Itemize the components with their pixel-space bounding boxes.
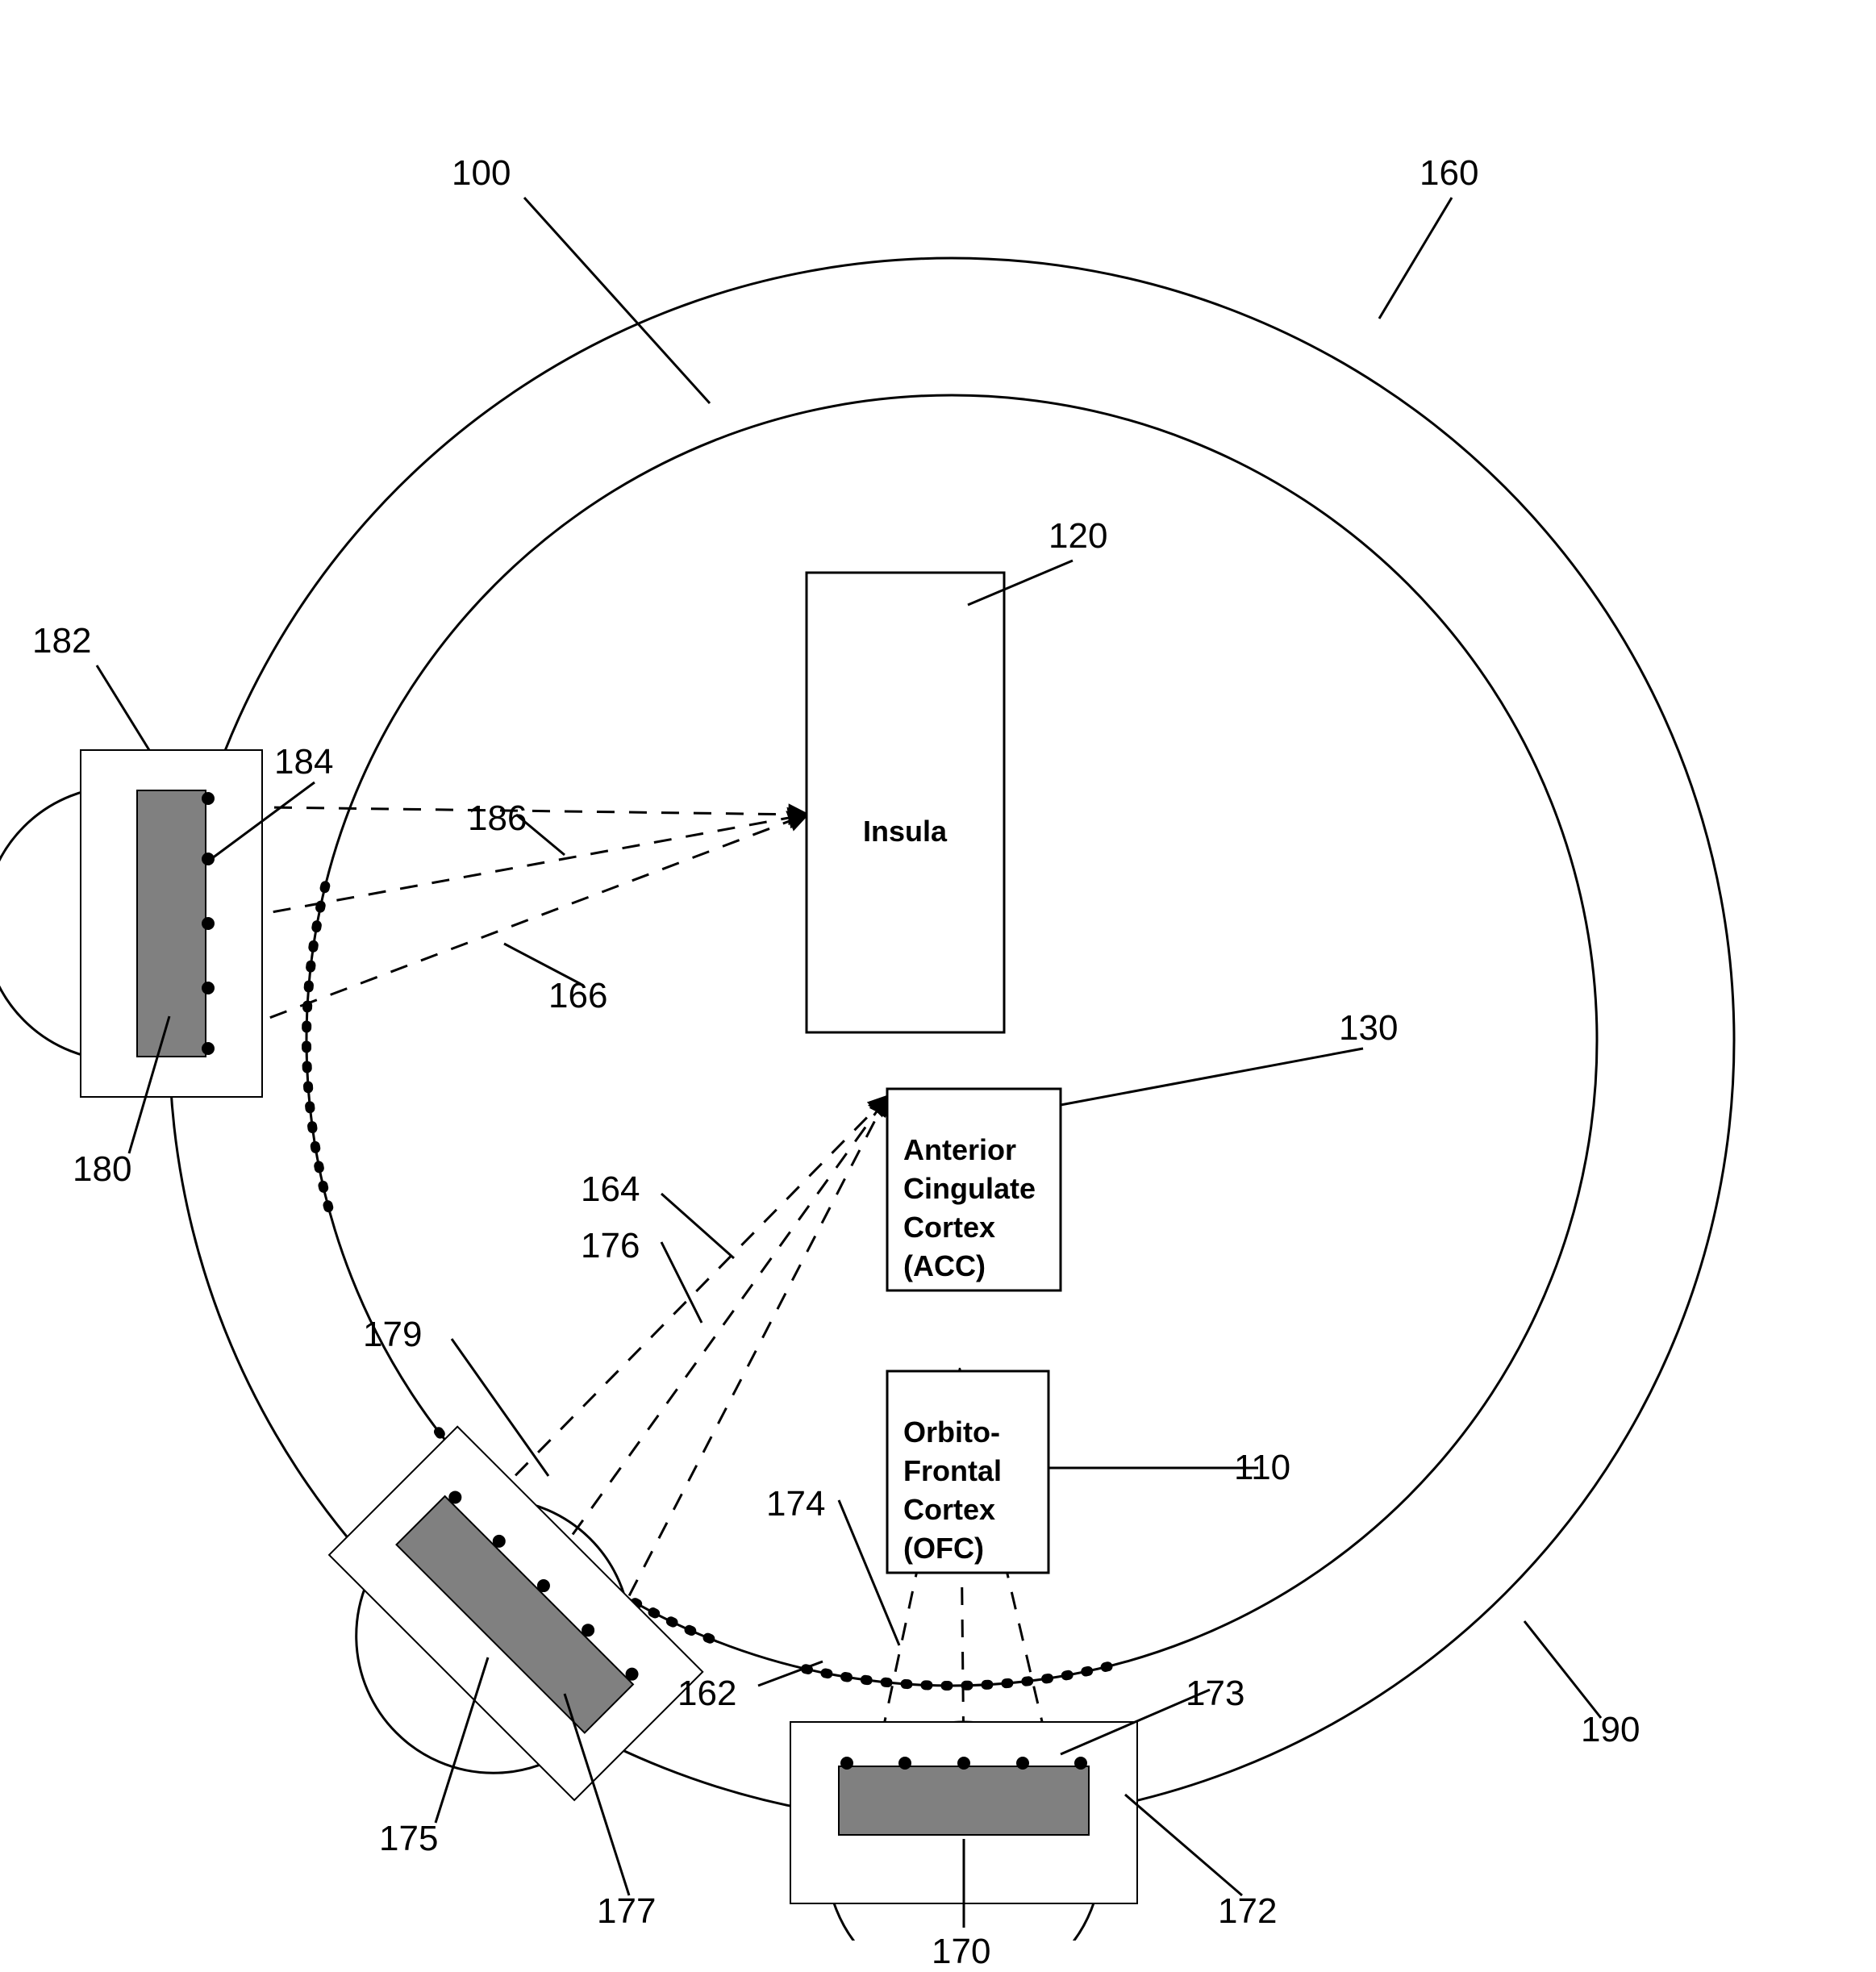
- beam-2: [210, 815, 807, 1040]
- ref-180: 180: [73, 1149, 131, 1190]
- leader-182: [97, 665, 149, 750]
- leader-172: [1125, 1795, 1242, 1895]
- ref-130: 130: [1339, 1008, 1398, 1049]
- ref-175: 175: [379, 1819, 438, 1859]
- ref-170: 170: [932, 1932, 990, 1972]
- insula-box: [807, 573, 1004, 1032]
- ref-174: 174: [766, 1484, 825, 1524]
- ref-184: 184: [274, 742, 333, 782]
- acc-label-2: Cortex: [903, 1211, 995, 1244]
- ref-164: 164: [581, 1169, 640, 1210]
- leader-130: [1061, 1049, 1363, 1105]
- leader-190: [1524, 1621, 1601, 1718]
- ref-190: 190: [1581, 1710, 1640, 1750]
- leader-160: [1379, 198, 1452, 319]
- leader-176: [661, 1242, 702, 1323]
- transducer-lower-left: [273, 1416, 712, 1855]
- ref-120: 120: [1048, 516, 1107, 557]
- leader-100: [524, 198, 710, 403]
- ref-173: 173: [1186, 1674, 1244, 1714]
- beam-4: [516, 1097, 887, 1613]
- acc-label-0: Anterior: [903, 1133, 1016, 1167]
- ref-186: 186: [468, 798, 527, 839]
- insula-label: Insula: [863, 815, 947, 848]
- ref-182: 182: [32, 621, 91, 661]
- ref-172: 172: [1218, 1891, 1277, 1932]
- ref-160: 160: [1420, 153, 1478, 194]
- ref-162: 162: [677, 1674, 736, 1714]
- ofc-label-2: Cortex: [903, 1493, 995, 1527]
- beam-3: [448, 1097, 887, 1545]
- ofc-label-3: (OFC): [903, 1532, 984, 1566]
- leader-164: [661, 1194, 734, 1258]
- ref-176: 176: [581, 1226, 640, 1266]
- ofc-label-0: Orbito-: [903, 1415, 1000, 1449]
- ofc-label-1: Frontal: [903, 1454, 1002, 1488]
- ref-100: 100: [452, 153, 511, 194]
- acc-label-1: Cingulate: [903, 1172, 1036, 1206]
- ref-166: 166: [548, 976, 607, 1016]
- ref-179: 179: [363, 1315, 422, 1355]
- ref-110: 110: [1234, 1448, 1290, 1488]
- ref-177: 177: [597, 1891, 656, 1932]
- transducer-left: [0, 750, 262, 1097]
- acc-label-3: (ACC): [903, 1249, 986, 1283]
